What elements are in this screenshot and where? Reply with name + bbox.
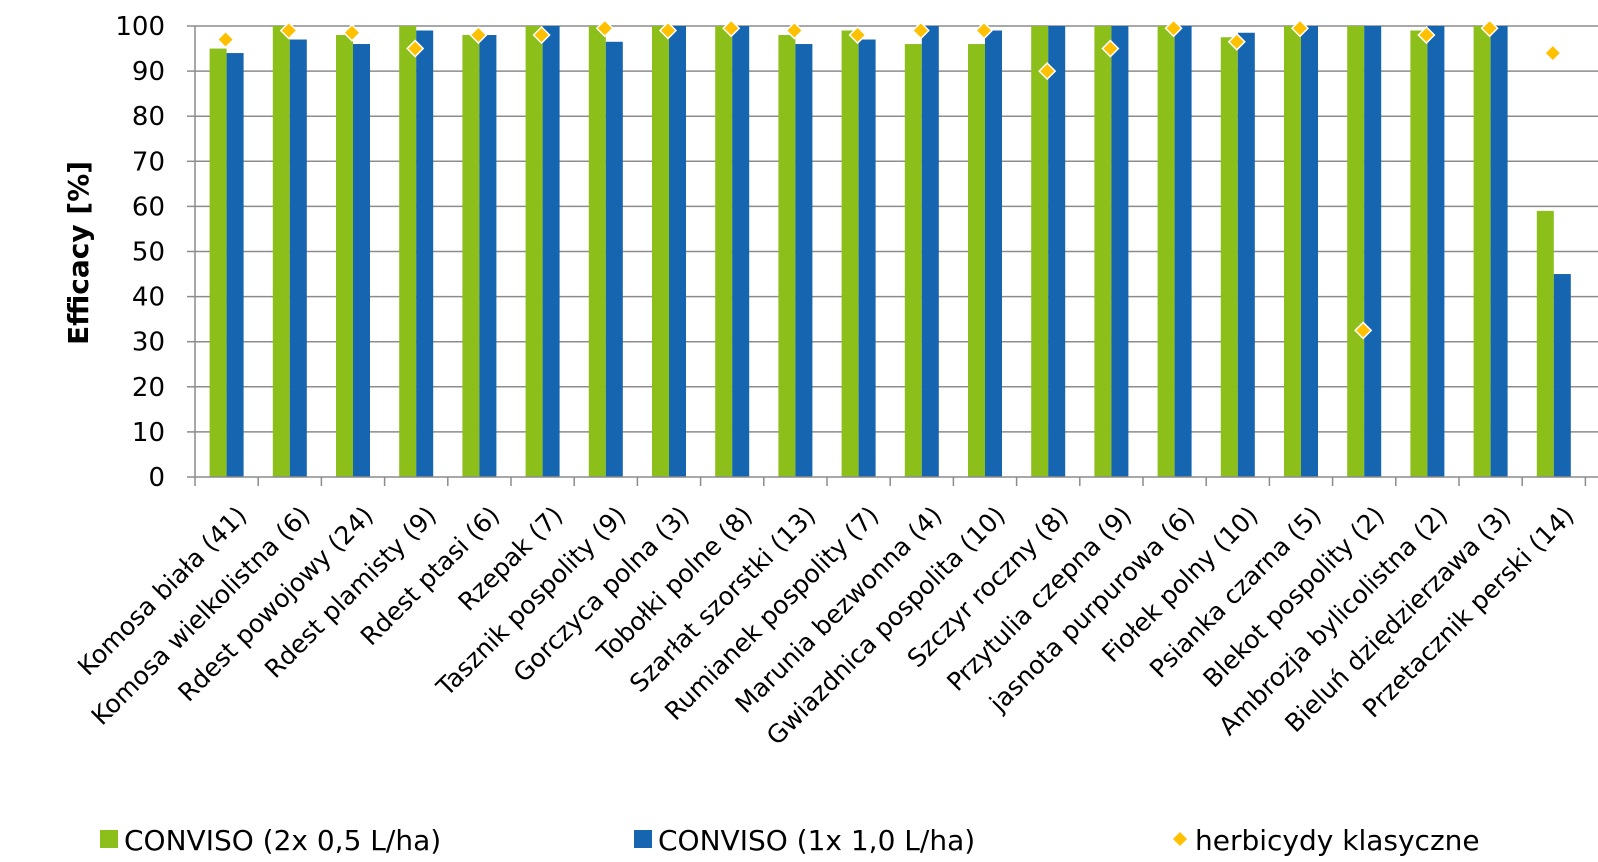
legend-swatch [634,830,652,848]
bar-conviso-1x [858,39,876,477]
markers-group [216,19,1562,340]
bar-conviso-1x [226,53,244,478]
marker-herbicydy [785,21,804,40]
bar-conviso-2x [1347,26,1365,477]
bar-conviso-1x [542,26,560,477]
x-axis-labels: Komosa biała (41)Komosa wielkolistna (6)… [72,501,1580,751]
bar-conviso-2x [209,48,227,478]
bar-conviso-1x [1237,32,1255,477]
legend-label: CONVISO (2x 0,5 L/ha) [124,824,441,857]
y-tick-label: 10 [132,418,165,448]
y-tick-label: 50 [132,238,165,268]
bar-conviso-1x [479,35,497,478]
bar-conviso-1x [289,39,307,477]
bar-conviso-2x [904,44,922,477]
bar-conviso-2x [715,26,733,477]
bar-conviso-2x [1410,30,1428,477]
marker-herbicydy [1164,19,1183,38]
bar-conviso-1x [1553,274,1571,477]
bar-conviso-2x [1536,210,1554,477]
marker-herbicydy [1417,25,1436,45]
bar-conviso-1x [669,26,686,477]
y-axis-ticks: 0 10 20 30 40 50 60 70 80 90 100 [115,12,195,493]
marker-herbicydy [406,39,425,58]
marker-herbicydy [1038,62,1057,81]
marker-herbicydy [911,21,930,40]
marker-herbicydy [658,21,678,40]
bar-conviso-1x [1427,26,1445,477]
bar-conviso-2x [841,30,859,477]
marker-herbicydy [279,21,298,40]
bar-conviso-1x [1174,26,1192,477]
marker-herbicydy [1354,321,1373,340]
y-axis-title: Efficacy [%] [62,161,95,345]
bar-conviso-1x [1490,26,1508,477]
y-tick-label: 80 [132,102,165,132]
legend-swatch [1173,832,1187,846]
marker-herbicydy [1227,32,1246,51]
legend-label: herbicydy klasyczne [1195,824,1480,857]
marker-herbicydy [848,25,867,45]
bar-conviso-2x [1220,37,1238,478]
bar-conviso-1x [732,26,750,477]
marker-herbicydy [1290,19,1310,38]
marker-herbicydy [216,30,235,49]
legend-label: CONVISO (1x 1,0 L/ha) [658,824,975,857]
marker-herbicydy [1101,39,1120,58]
bar-conviso-2x [1284,26,1301,477]
y-tick-label: 60 [132,192,165,222]
bar-conviso-2x [272,26,290,477]
bar-conviso-1x [795,44,813,477]
bar-conviso-2x [336,35,353,478]
bar-conviso-1x [605,41,623,477]
bar-conviso-1x [416,30,434,477]
bar-conviso-2x [462,35,480,478]
marker-herbicydy [722,19,741,38]
bar-conviso-1x [1048,26,1066,477]
y-tick-label: 100 [115,12,165,42]
bar-conviso-1x [921,26,939,477]
marker-herbicydy [342,23,362,42]
bar-conviso-1x [1301,26,1318,477]
marker-herbicydy [532,25,551,45]
bars-group [209,26,1571,478]
y-tick-label: 40 [132,283,165,313]
marker-herbicydy [1480,19,1499,38]
marker-herbicydy [1543,43,1562,63]
y-tick-label: 0 [148,463,165,493]
bar-conviso-2x [1157,26,1175,477]
bar-conviso-1x [1364,26,1382,477]
bar-conviso-2x [399,26,417,477]
bar-conviso-1x [1111,26,1129,477]
bar-conviso-1x [353,44,370,477]
bar-conviso-2x [778,35,796,478]
marker-herbicydy [595,19,614,38]
bar-conviso-2x [1094,26,1112,477]
legend: CONVISO (2x 0,5 L/ha) CONVISO (1x 1,0 L/h… [100,824,1480,857]
y-tick-label: 20 [132,373,165,403]
bar-conviso-2x [525,26,543,477]
bar-conviso-2x [652,26,669,477]
bar-conviso-2x [1031,26,1049,477]
y-tick-label: 30 [132,328,165,358]
axes [194,26,1598,486]
bar-conviso-2x [588,26,606,477]
y-tick-label: 70 [132,147,165,177]
legend-swatch [100,830,118,848]
y-tick-label: 90 [132,57,165,87]
marker-herbicydy [974,21,994,40]
bar-conviso-2x [968,44,985,477]
marker-herbicydy [469,25,488,45]
bar-conviso-1x [985,30,1002,477]
bar-conviso-2x [1473,26,1491,477]
